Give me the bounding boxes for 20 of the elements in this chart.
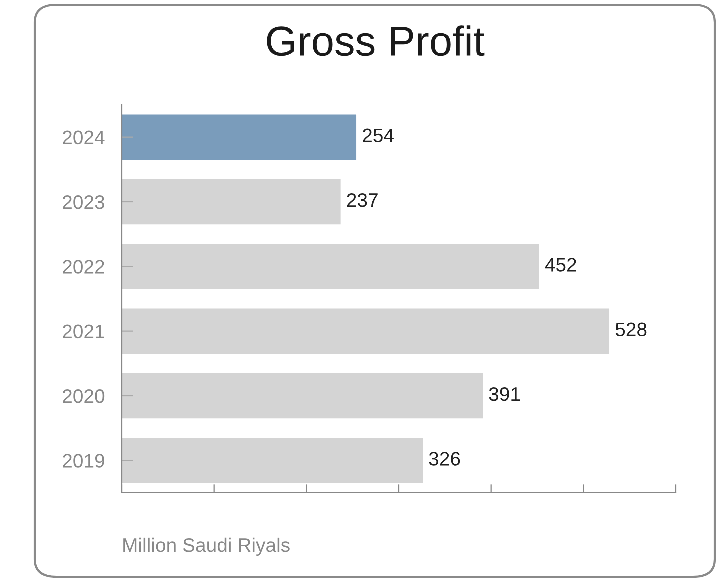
y-tick-label: 2022 bbox=[63, 260, 104, 274]
data-label: 391 bbox=[489, 387, 520, 402]
data-label: 452 bbox=[545, 258, 576, 272]
bar bbox=[122, 244, 540, 290]
data-label: 254 bbox=[363, 128, 394, 143]
bar bbox=[122, 373, 484, 419]
data-label: 326 bbox=[429, 452, 460, 466]
bar bbox=[122, 438, 424, 484]
bar bbox=[122, 114, 357, 160]
y-tick-label: 2023 bbox=[63, 195, 104, 210]
data-label: 237 bbox=[347, 193, 378, 208]
bar bbox=[122, 308, 610, 354]
bar bbox=[122, 179, 341, 225]
y-tick-label: 2021 bbox=[63, 324, 104, 339]
y-tick-label: 2019 bbox=[63, 454, 104, 468]
x-axis-title: Million Saudi Riyals bbox=[124, 538, 290, 556]
data-label: 528 bbox=[616, 322, 647, 337]
y-tick-label: 2024 bbox=[63, 130, 105, 145]
chart-title: Gross Profit bbox=[267, 26, 485, 56]
y-tick-label: 2020 bbox=[63, 389, 105, 404]
